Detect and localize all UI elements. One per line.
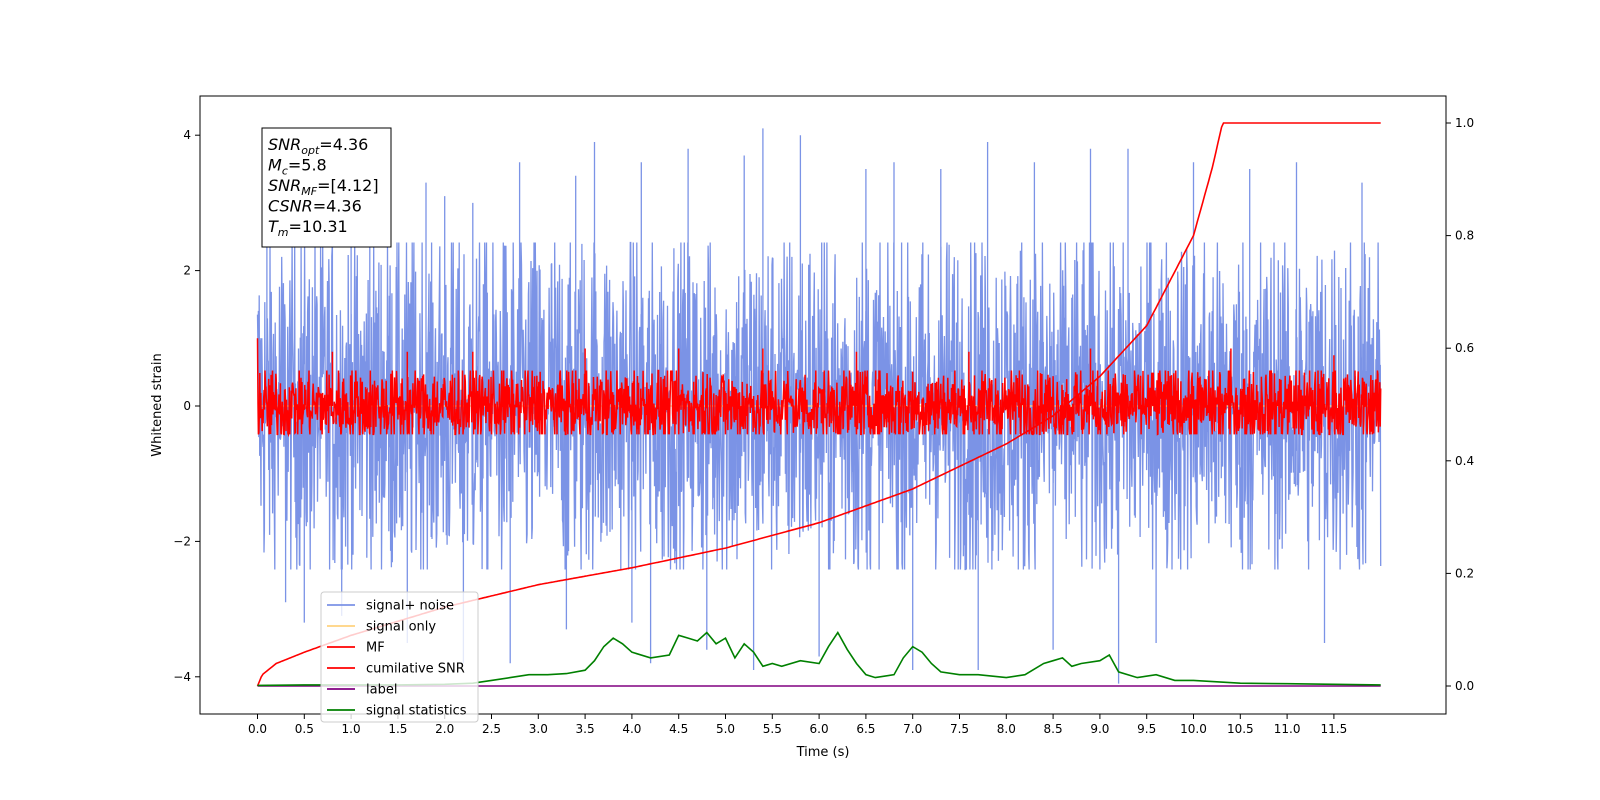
legend-label: signal+ noise (366, 599, 454, 614)
annotation-symbol: CSNR (268, 197, 313, 216)
y2-tick-label: 0.2 (1455, 566, 1474, 580)
x-axis-label: Time (s) (796, 745, 850, 760)
x-tick-label: 10.5 (1227, 722, 1254, 736)
y-axis-ticks: 4 2 0 −2 −4 (173, 128, 200, 684)
annotation-subscript: m (278, 226, 289, 239)
y2-tick-label: 0.8 (1455, 229, 1474, 243)
x-tick-label: 0.0 (248, 722, 267, 736)
annotation-value: =10.31 (289, 217, 348, 236)
x-tick-label: 1.5 (388, 722, 407, 736)
legend-frame (320, 591, 479, 723)
x-tick-label: 6.5 (856, 722, 875, 736)
legend: signal+ noise signal only MF cumilative SNR… (320, 591, 479, 723)
x-tick-label: 4.0 (622, 722, 641, 736)
annotation-symbol: SNR (268, 176, 301, 195)
y2-tick-label: 0.0 (1455, 679, 1474, 693)
y2-tick-label: 1.0 (1455, 116, 1474, 130)
x-tick-label: 7.5 (950, 722, 969, 736)
series-mf-line (256, 338, 1382, 438)
plot-frame (199, 95, 1447, 715)
x-tick-label: 8.5 (1044, 722, 1063, 736)
annotation-value: =5.8 (288, 156, 327, 175)
x-tick-label: 9.0 (1090, 722, 1109, 736)
annotation-subscript: c (282, 165, 288, 178)
x-tick-label: 0.5 (295, 722, 314, 736)
annotation-subscript: MF (301, 185, 317, 198)
x-tick-label: 3.5 (576, 722, 595, 736)
x-tick-label: 8.0 (997, 722, 1016, 736)
annotation-value: =[4.12] (317, 176, 379, 195)
annotation-value: =4.36 (319, 135, 368, 154)
x-tick-label: 2.5 (482, 722, 501, 736)
series-signal-noise-line (256, 128, 1382, 684)
y2-axis-ticks: 1.0 0.8 0.6 0.4 0.2 0.0 (1446, 116, 1474, 693)
x-tick-label: 11.5 (1321, 722, 1348, 736)
x-tick-label: 3.0 (529, 722, 548, 736)
y-axis-label: Whitened strain (150, 353, 165, 456)
y2-tick-label: 0.4 (1455, 454, 1474, 468)
stats-annotation-box: SNRopt=4.36 Mc=5.8 SNRMF=[4.12] CSNR=4.36 Tm… (261, 127, 392, 248)
x-tick-label: 1.0 (342, 722, 361, 736)
x-tick-label: 4.5 (669, 722, 688, 736)
x-tick-label: 7.0 (903, 722, 922, 736)
series-signal-statistics-line (257, 630, 1381, 687)
annotation-symbol: SNR (268, 135, 301, 154)
annotation-value: =4.36 (313, 197, 362, 216)
legend-label: MF (366, 641, 385, 656)
y2-tick-label: 0.6 (1455, 341, 1474, 355)
y-tick-label: 0 (183, 399, 191, 413)
legend-label: signal only (366, 620, 436, 635)
annotation-symbol: M (268, 156, 282, 175)
x-tick-label: 11.0 (1274, 722, 1301, 736)
annotation-box-frame (261, 127, 392, 248)
x-tick-label: 10.0 (1180, 722, 1207, 736)
annotation-subscript: opt (301, 144, 320, 157)
x-tick-label: 9.5 (1137, 722, 1156, 736)
legend-label: signal statistics (366, 704, 467, 719)
annotation-text: SNRopt=4.36 Mc=5.8 SNRMF=[4.12] CSNR=4.36 Tm… (268, 135, 379, 239)
y-tick-label: −4 (173, 670, 191, 684)
y-tick-label: −2 (173, 534, 191, 548)
y-tick-label: 4 (183, 128, 191, 142)
legend-label: cumilative SNR (366, 662, 465, 677)
x-tick-label: 6.0 (810, 722, 829, 736)
y-tick-label: 2 (183, 264, 191, 278)
x-axis-ticks: 0.0 0.5 1.0 1.5 2.0 2.5 3.0 3.5 4.0 4.5 5.0 5.5 6.0 6… (248, 714, 1347, 736)
legend-label: label (366, 683, 397, 698)
x-tick-label: 2.0 (435, 722, 454, 736)
x-tick-label: 5.0 (716, 722, 735, 736)
annotation-symbol: T (268, 217, 279, 236)
x-tick-label: 5.5 (763, 722, 782, 736)
